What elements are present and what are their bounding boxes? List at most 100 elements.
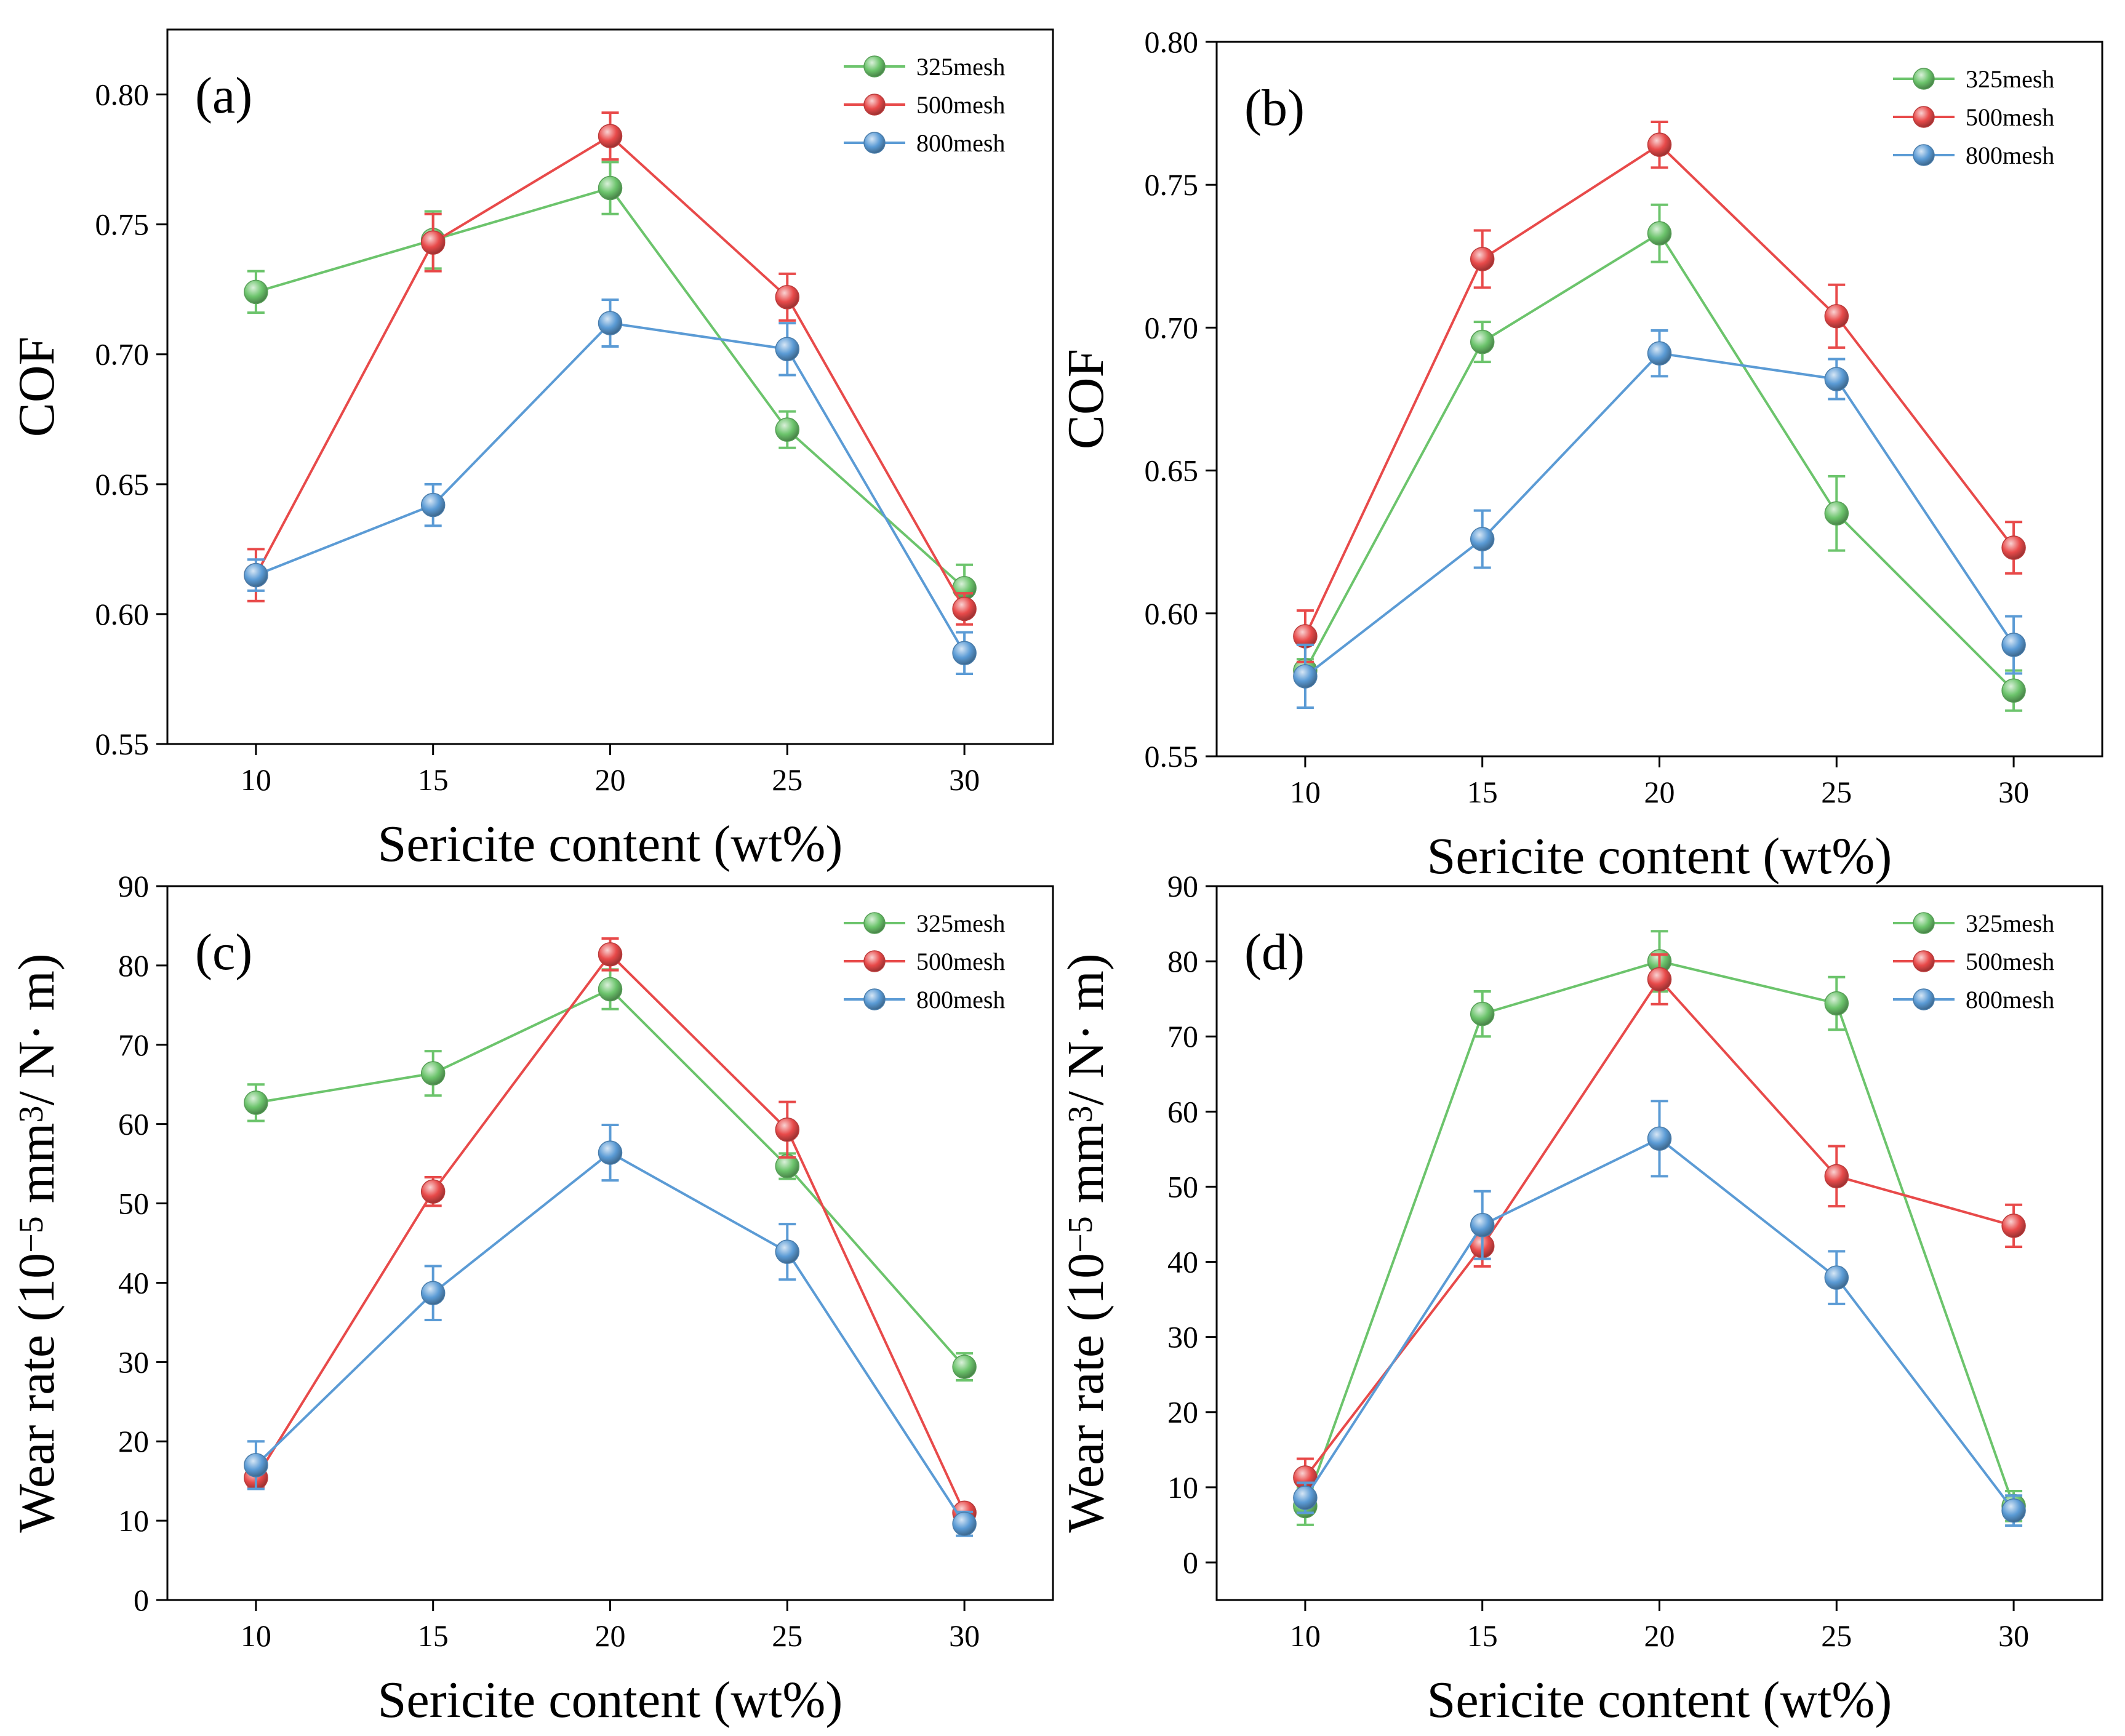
y-axis-title-part: Wear rate (10 (1057, 1253, 1115, 1533)
legend-marker (1913, 144, 1935, 166)
series-800mesh (244, 298, 977, 676)
legend-marker (1913, 950, 1935, 972)
y-tick-label: 40 (1167, 1245, 1198, 1279)
data-point (244, 1090, 268, 1115)
data-point (598, 977, 623, 1002)
data-point (775, 1239, 800, 1264)
y-axis-title: Wear rate (10−5 mm3/ N· m) (8, 953, 65, 1533)
data-point (598, 311, 623, 335)
legend-label: 500mesh (916, 91, 1005, 119)
y-tick-label: 90 (118, 869, 149, 903)
data-point (1824, 304, 1849, 329)
data-point (420, 1061, 446, 1086)
y-tick-label: 40 (118, 1265, 149, 1300)
y-axis-title: COF (1057, 349, 1115, 449)
series-500mesh (244, 937, 977, 1525)
y-axis-title: Wear rate (10−5 mm3/ N· m) (1057, 953, 1115, 1533)
y-tick-label: 10 (1167, 1470, 1198, 1505)
y-tick-label: 0.75 (95, 207, 150, 242)
y-axis-title-part: mm (1057, 1123, 1115, 1217)
y-tick-label: 0.70 (95, 337, 150, 372)
series-325mesh (244, 161, 977, 613)
x-tick-label: 25 (1821, 775, 1852, 809)
y-tick-label: 0.55 (95, 727, 150, 761)
y-tick-label: 50 (1167, 1169, 1198, 1204)
x-tick-label: 10 (1290, 775, 1321, 809)
y-tick-label: 0.70 (1145, 310, 1199, 345)
x-tick-label: 30 (1998, 775, 2029, 809)
data-point (598, 942, 623, 967)
x-axis-title: Sericite content (wt%) (378, 1671, 843, 1729)
series-line (255, 952, 966, 1514)
x-tick-label: 15 (418, 1618, 449, 1653)
legend-marker (863, 912, 886, 934)
legend-label: 800mesh (916, 129, 1005, 157)
legend-label: 500mesh (1966, 103, 2054, 131)
y-tick-label: 0.75 (1145, 167, 1199, 202)
data-point (420, 1179, 446, 1204)
data-point (1470, 329, 1495, 354)
y-axis-title-part: / N· m) (8, 953, 65, 1105)
data-point (420, 230, 446, 255)
series-500mesh (1293, 121, 2026, 663)
data-point (244, 562, 268, 588)
legend-marker (863, 132, 886, 154)
legend-marker (1913, 912, 1935, 934)
data-point (1647, 967, 1672, 992)
series-line (1304, 977, 2014, 1479)
data-point (1470, 527, 1495, 551)
series-line (255, 186, 966, 590)
y-tick-label: 20 (1167, 1395, 1198, 1430)
x-axis-title: Sericite content (wt%) (1427, 1671, 1892, 1729)
data-point (2001, 633, 2026, 657)
data-point (244, 279, 268, 305)
data-point (952, 596, 977, 622)
x-tick-label: 25 (772, 1618, 802, 1653)
legend-marker (1913, 68, 1935, 90)
y-axis-title-part: mm (8, 1123, 65, 1217)
data-point (1824, 501, 1849, 526)
chart-panel-c: 10 15 20 25 30 0 10 20 30 40 50 60 70 80 90 Sericite co… (8, 869, 1054, 1729)
data-point (1293, 1486, 1318, 1510)
y-tick-label: 0 (1183, 1545, 1198, 1580)
legend: 325mesh 500mesh 800mesh (844, 53, 1005, 157)
data-point (2001, 678, 2026, 703)
y-tick-label: 0.60 (1145, 596, 1199, 631)
data-point (598, 175, 623, 201)
legend-label: 800mesh (1966, 986, 2054, 1014)
x-tick-label: 15 (418, 762, 449, 797)
data-point (1824, 1265, 1849, 1290)
data-point (1470, 1001, 1495, 1026)
data-point (1647, 132, 1672, 157)
data-point (775, 337, 800, 362)
series-325mesh (1293, 203, 2026, 712)
series-line (1304, 1137, 2015, 1511)
y-axis-title-part: Wear rate (10 (8, 1253, 65, 1533)
y-axis-title-superscript: 3 (12, 1106, 50, 1123)
panel-label: (d) (1244, 924, 1305, 981)
legend: 325mesh 500mesh 800mesh (1893, 65, 2054, 169)
series-line (1304, 352, 2015, 678)
y-axis-title-superscript: −5 (12, 1216, 50, 1253)
data-point (244, 1453, 268, 1478)
data-point (1647, 221, 1672, 246)
data-point (1470, 1212, 1495, 1238)
legend-label: 325mesh (1966, 65, 2054, 93)
x-tick-label: 10 (241, 1618, 271, 1653)
data-point (952, 1511, 977, 1537)
y-tick-label: 70 (118, 1028, 149, 1062)
legend-marker (1913, 988, 1935, 1010)
series-325mesh (1293, 930, 2026, 1526)
legend-label: 800mesh (916, 986, 1005, 1014)
series-line (255, 1151, 966, 1525)
data-point (775, 285, 800, 310)
series-line (1304, 231, 2015, 692)
data-point (598, 124, 623, 148)
legend-label: 325mesh (916, 53, 1005, 81)
y-tick-label: 20 (118, 1424, 149, 1458)
y-tick-label: 60 (1167, 1094, 1198, 1129)
y-tick-label: 10 (118, 1503, 149, 1538)
x-axis-title: Sericite content (wt%) (1427, 828, 1892, 885)
series-800mesh (244, 1123, 977, 1537)
y-tick-label: 0.80 (95, 78, 150, 112)
